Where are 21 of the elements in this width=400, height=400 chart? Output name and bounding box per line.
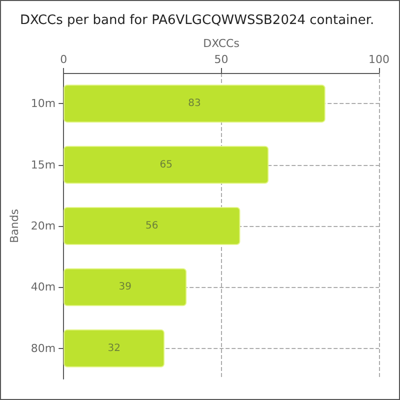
y-axis-title: Bands: [8, 208, 21, 243]
bar: [64, 146, 269, 184]
chart-title: DXCCs per band for PA6VLGCQWWSSB2024 container.: [20, 13, 374, 28]
bar: [64, 329, 165, 368]
bar: [64, 207, 240, 245]
bar: [64, 84, 326, 123]
data-label: 83: [188, 98, 201, 110]
y-tick-label: 20m: [30, 220, 56, 232]
data-label: 65: [160, 159, 172, 170]
x-tick-label: 50: [214, 53, 228, 66]
y-tick-label: 15m: [30, 158, 56, 172]
x-axis-title: DXCCs: [203, 37, 240, 50]
data-label: 56: [146, 220, 158, 232]
data-label: 39: [118, 282, 132, 293]
x-tick-label: 100: [368, 53, 390, 66]
y-tick-label: 80m: [30, 342, 56, 355]
x-tick-label: 0: [60, 53, 68, 66]
bar: [64, 268, 187, 306]
data-label: 32: [108, 342, 120, 354]
y-tick-label: 10m: [30, 97, 56, 110]
y-tick-label: 40m: [30, 280, 56, 294]
